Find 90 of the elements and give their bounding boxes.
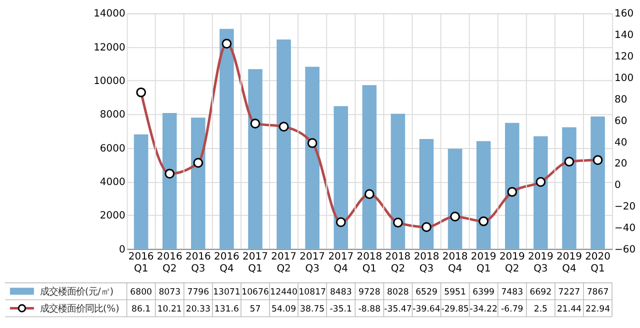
data-label: 10676 [242,287,269,298]
data-label: 5951 [444,287,466,298]
x-tick-label: 2018 Q3 [414,251,440,274]
bar [334,106,348,249]
data-label: 6529 [416,287,438,298]
data-label: 8483 [330,287,352,298]
y2-tick-label: 60 [614,116,628,127]
y-tick-label: 2000 [100,210,126,222]
data-label: 6692 [530,287,552,298]
data-label: 9728 [358,287,380,298]
data-label: 38.75 [300,304,325,314]
data-label: 10817 [298,287,326,298]
x-tick-label: 2018 Q4 [442,251,468,274]
bar [590,116,605,249]
x-tick-label: 2017 Q3 [300,251,326,274]
bar [562,127,576,249]
bar [505,122,520,249]
data-label: 12440 [270,287,298,298]
data-label: 86.1 [132,304,151,314]
data-label: -35.47 [384,304,412,314]
bar [134,134,148,249]
data-label: -29.85 [441,304,469,314]
data-label: 10.21 [157,304,182,314]
y-tick-label: 6000 [100,143,126,154]
bar [248,69,262,249]
x-tick-label: 2016 Q1 [128,251,154,274]
data-label: 8073 [158,287,181,298]
x-tick-label: 2018 Q1 [356,251,382,274]
bar [191,118,206,249]
y2-tick-label: −40 [614,222,636,234]
y-tick-label: 0 [118,244,126,256]
bar [276,39,291,249]
y-tick-label: 8000 [100,110,126,121]
y2-tick-label: −60 [614,244,636,256]
bar [305,66,320,249]
y2-tick-label: −20 [614,202,636,213]
y-tick-label: 12000 [94,42,126,54]
x-tick-label: 2016 Q4 [214,251,240,274]
y-tick-label: 4000 [100,177,126,188]
x-tick-label: 2016 Q3 [185,251,211,274]
bar [390,114,406,249]
data-label: 2.5 [534,304,548,314]
data-label: 7867 [586,287,609,298]
y2-tick-label: 0 [614,180,621,192]
data-label: -34.22 [470,304,498,314]
x-tick-label: 2019 Q2 [499,251,525,274]
data-label: 7227 [558,287,580,298]
bar [534,136,548,249]
data-label: -35.1 [330,304,352,314]
x-tick-label: 2020 Q1 [585,251,610,274]
x-tick-label: 2019 Q4 [556,251,582,274]
y2-tick-label: 140 [614,30,634,42]
data-label: 57 [250,304,261,314]
data-label: 20.33 [186,304,210,314]
x-tick-label: 2018 Q2 [385,251,411,274]
data-label: -8.88 [358,304,381,314]
bar [220,28,234,249]
x-tick-label: 2019 Q3 [528,251,554,274]
bar [362,85,377,249]
bar [476,141,491,249]
y2-tick-label: 20 [614,158,628,170]
data-label: 22.94 [585,304,610,314]
y-tick-label: 10000 [94,76,126,88]
x-tick-label: 2017 Q4 [328,251,354,274]
bar [448,148,462,249]
data-label: 21.44 [556,304,582,314]
data-label: 7483 [501,287,524,298]
x-tick-label: 2016 Q2 [156,251,182,274]
y-tick-label: 14000 [94,8,126,20]
data-label: 6800 [130,287,152,298]
data-label: 7796 [187,287,210,298]
bar [162,112,177,249]
legend-label: 成交楼面价同比(%) [40,303,120,314]
x-tick-label: 2017 Q1 [242,251,268,274]
y2-tick-label: 120 [614,52,634,63]
y2-tick-label: 100 [614,72,634,84]
y2-tick-label: 160 [614,8,634,20]
y2-tick-label: 40 [614,137,628,148]
legend-label: 成交楼面价(元/㎡) [40,286,114,298]
data-label: 6399 [472,287,495,298]
data-label: 13071 [213,287,240,298]
x-tick-label: 2017 Q2 [271,251,296,274]
data-label: -39.64 [412,304,440,314]
x-tick-label: 2019 Q1 [470,251,496,274]
y2-tick-label: 80 [614,94,628,106]
data-label: 131.6 [214,304,239,314]
data-label: -6.79 [501,304,524,314]
data-label: 8028 [387,287,409,298]
data-label: 54.09 [272,304,296,314]
bar [419,138,434,249]
